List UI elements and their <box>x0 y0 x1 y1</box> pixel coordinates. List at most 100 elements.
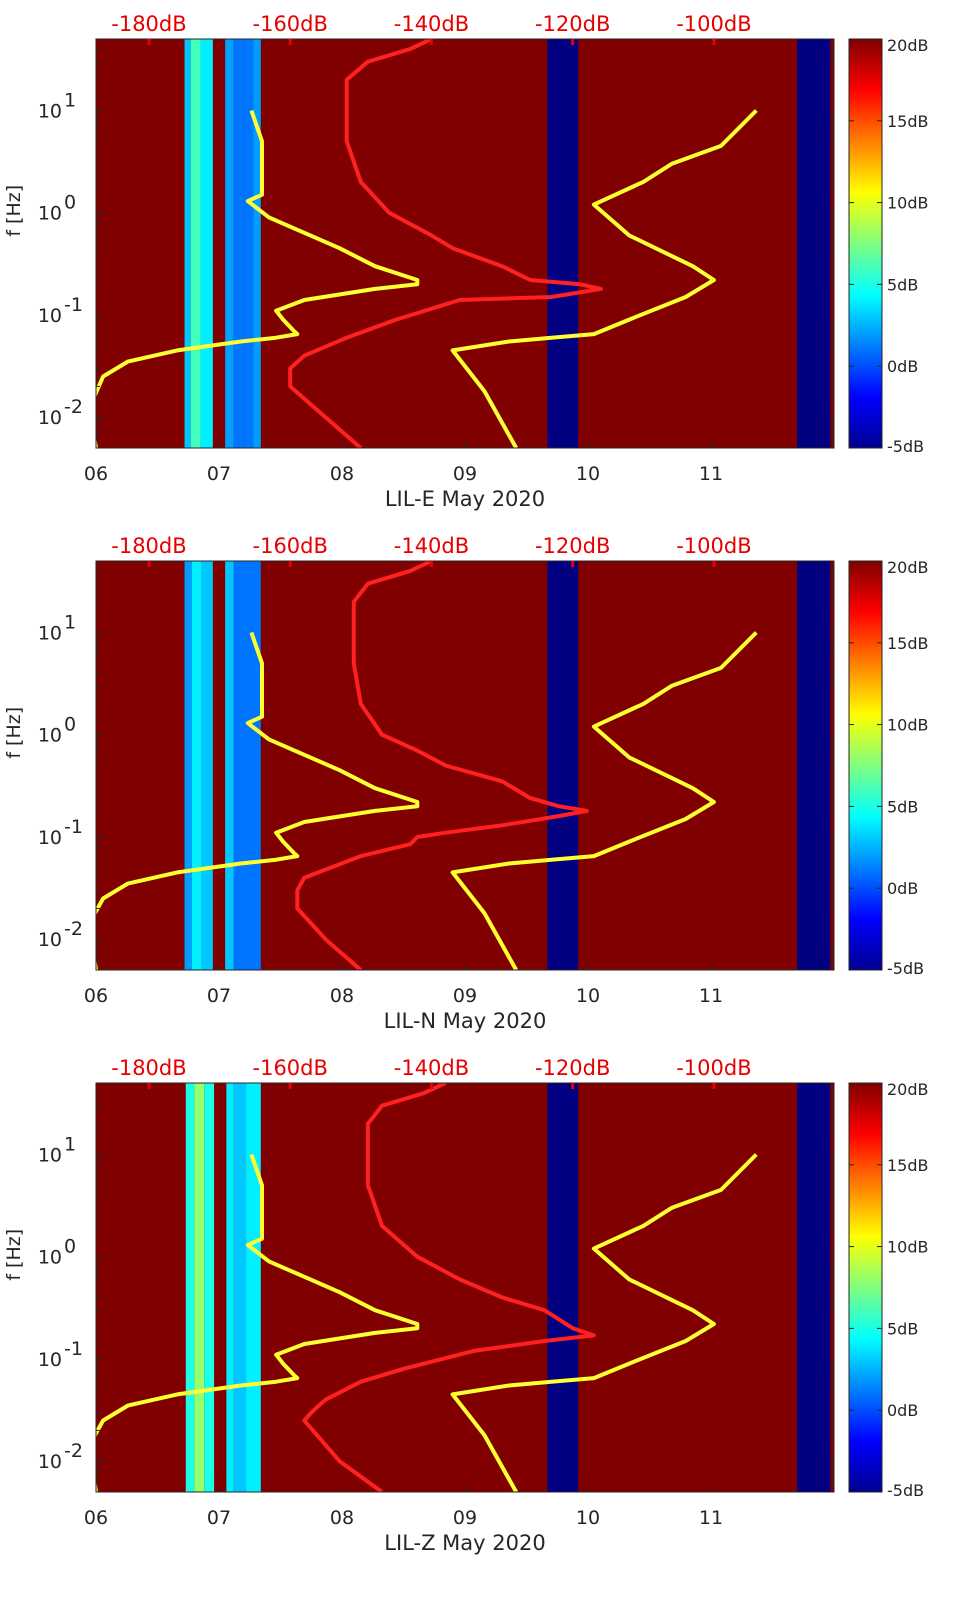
spectrogram-column-7 <box>547 561 579 970</box>
y-axis-label: f [Hz] <box>3 707 25 759</box>
colorbar-tick-label: 10dB <box>887 716 929 735</box>
top-tick-label: -140dB <box>394 12 469 36</box>
top-tick-label: -120dB <box>535 1056 610 1080</box>
spectrogram-column-2 <box>190 39 201 448</box>
spectrogram-column-7 <box>253 39 261 448</box>
colorbar-tick-label: -5dB <box>887 437 924 456</box>
top-tick-label: -140dB <box>394 1056 469 1080</box>
spectrogram-background <box>96 1083 834 1492</box>
spectrogram-column-6 <box>246 561 261 970</box>
colorbar-tick-label: 0dB <box>887 357 918 376</box>
spectrogram-column-1 <box>184 561 192 970</box>
top-tick-label: -160dB <box>253 534 328 558</box>
psd-curve-3 <box>450 631 758 970</box>
psd-curve-3 <box>450 1153 758 1492</box>
top-tick-label: -100dB <box>676 1056 751 1080</box>
spectrogram-column-9 <box>797 39 831 448</box>
top-tick-label: -180dB <box>111 12 186 36</box>
y-tick-label: 10 <box>38 100 62 122</box>
y-tick-exponent: -2 <box>64 1440 83 1462</box>
spectrogram-background <box>96 39 834 448</box>
psd-curve-1 <box>96 631 420 970</box>
spectrogram-column-1 <box>185 1083 195 1492</box>
y-tick-exponent: 1 <box>64 89 76 111</box>
y-tick-label: 10 <box>38 203 62 225</box>
x-axis-label: LIL-N May 2020 <box>384 1009 547 1033</box>
spectrogram-column-3 <box>200 39 213 448</box>
y-tick-label: 10 <box>38 1247 62 1269</box>
spectrogram-column-7 <box>547 1083 579 1492</box>
x-tick-label: 10 <box>576 985 600 1007</box>
y-axis-label: f [Hz] <box>3 185 25 237</box>
x-tick-label: 09 <box>453 463 477 485</box>
y-tick-label: 10 <box>38 827 62 849</box>
colorbar-tick-label: 0dB <box>887 1401 918 1420</box>
x-tick-label: 10 <box>576 463 600 485</box>
x-tick-label: 10 <box>576 1507 600 1529</box>
psd-curve-2 <box>295 561 589 970</box>
colorbar-tick-label: 5dB <box>887 1319 918 1338</box>
spectrogram-column-4 <box>226 1083 234 1492</box>
top-tick-label: -100dB <box>676 534 751 558</box>
colorbar-tick-label: 15dB <box>887 112 929 131</box>
spectrogram-column-8 <box>797 561 831 970</box>
plot-area <box>96 1083 834 1492</box>
top-tick-label: -180dB <box>111 534 186 558</box>
colorbar-tick-label: 15dB <box>887 634 929 653</box>
top-tick-label: -160dB <box>253 1056 328 1080</box>
x-tick-label: 11 <box>699 985 723 1007</box>
spectrogram-column-3 <box>204 1083 215 1492</box>
y-tick-label: 10 <box>38 407 62 429</box>
y-axis-label: f [Hz] <box>3 1229 25 1281</box>
x-tick-label: 07 <box>207 985 231 1007</box>
colorbar-tick-label: 10dB <box>887 194 929 213</box>
x-axis-label: LIL-Z May 2020 <box>384 1531 545 1555</box>
colorbar-tick-label: 5dB <box>887 275 918 294</box>
top-tick-label: -120dB <box>535 12 610 36</box>
y-tick-exponent: 0 <box>64 192 76 214</box>
y-tick-label: 10 <box>38 1349 62 1371</box>
y-tick-exponent: -1 <box>64 294 83 316</box>
x-tick-label: 09 <box>453 985 477 1007</box>
y-tick-exponent: 1 <box>64 1133 76 1155</box>
x-tick-label: 08 <box>330 463 354 485</box>
spectrogram-column-6 <box>246 1083 261 1492</box>
y-tick-exponent: -1 <box>64 1338 83 1360</box>
spectrogram-column-5 <box>233 39 244 448</box>
x-tick-label: 09 <box>453 1507 477 1529</box>
y-tick-exponent: -2 <box>64 918 83 940</box>
spectrogram-column-6 <box>243 39 254 448</box>
plot-area <box>96 561 834 970</box>
plot-area <box>96 39 834 448</box>
psd-curve-1 <box>96 109 420 448</box>
y-tick-label: 10 <box>38 929 62 951</box>
colorbar-tick-label: 0dB <box>887 879 918 898</box>
x-tick-label: 06 <box>84 463 108 485</box>
y-tick-label: 10 <box>38 622 62 644</box>
psd-curve-2 <box>288 39 603 448</box>
colorbar-tick-label: 20dB <box>887 1080 929 1099</box>
colorbar-tick-label: 15dB <box>887 1156 929 1175</box>
x-tick-label: 06 <box>84 1507 108 1529</box>
x-tick-label: 08 <box>330 985 354 1007</box>
y-tick-exponent: 0 <box>64 714 76 736</box>
psd-curve-1 <box>96 1153 420 1492</box>
x-axis-label: LIL-E May 2020 <box>385 487 545 511</box>
psd-curve-3 <box>450 109 758 448</box>
colorbar-tick-label: 20dB <box>887 36 929 55</box>
colorbar-tick-label: 5dB <box>887 797 918 816</box>
x-tick-label: 07 <box>207 463 231 485</box>
spectrogram-column-5 <box>233 1083 247 1492</box>
x-tick-label: 11 <box>699 1507 723 1529</box>
y-tick-exponent: -2 <box>64 396 83 418</box>
spectrogram-background <box>96 561 834 970</box>
psd-curve-2 <box>302 1083 596 1492</box>
spectrogram-column-4 <box>225 39 234 448</box>
y-tick-label: 10 <box>38 305 62 327</box>
y-tick-exponent: -1 <box>64 816 83 838</box>
spectrogram-column-8 <box>547 39 579 448</box>
top-tick-label: -160dB <box>253 12 328 36</box>
